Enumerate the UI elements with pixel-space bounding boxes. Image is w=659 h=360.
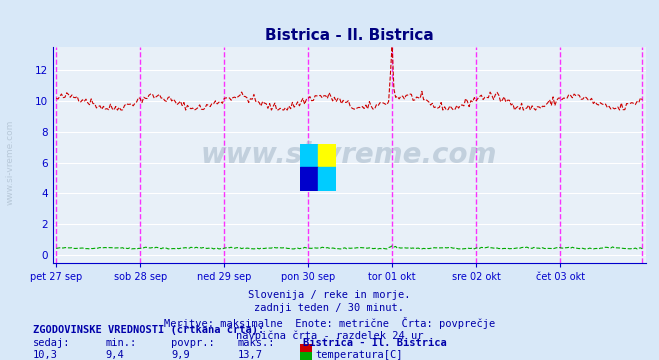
Text: 9,4: 9,4	[105, 350, 124, 360]
Text: navpična črta - razdelek 24 ur: navpična črta - razdelek 24 ur	[236, 331, 423, 341]
Text: temperatura[C]: temperatura[C]	[315, 350, 403, 360]
Text: Slovenija / reke in morje.: Slovenija / reke in morje.	[248, 290, 411, 300]
Text: Bistrica - Il. Bistrica: Bistrica - Il. Bistrica	[303, 338, 447, 348]
Text: min.:: min.:	[105, 338, 136, 348]
Text: maks.:: maks.:	[237, 338, 275, 348]
Text: ZGODOVINSKE VREDNOSTI (črtkana črta):: ZGODOVINSKE VREDNOSTI (črtkana črta):	[33, 325, 264, 335]
Bar	[318, 167, 336, 191]
Bar	[300, 167, 318, 191]
Bar	[318, 144, 336, 167]
Text: sedaj:: sedaj:	[33, 338, 71, 348]
Bar	[300, 144, 318, 167]
Text: 13,7: 13,7	[237, 350, 262, 360]
Text: 9,9: 9,9	[171, 350, 190, 360]
Text: 10,3: 10,3	[33, 350, 58, 360]
Text: povpr.:: povpr.:	[171, 338, 215, 348]
Title: Bistrica - Il. Bistrica: Bistrica - Il. Bistrica	[265, 28, 434, 43]
Text: www.si-vreme.com: www.si-vreme.com	[201, 141, 498, 169]
Text: zadnji teden / 30 minut.: zadnji teden / 30 minut.	[254, 303, 405, 314]
Text: Meritve: maksimalne  Enote: metrične  Črta: povprečje: Meritve: maksimalne Enote: metrične Črta…	[164, 317, 495, 329]
Text: www.si-vreme.com: www.si-vreme.com	[5, 119, 14, 205]
